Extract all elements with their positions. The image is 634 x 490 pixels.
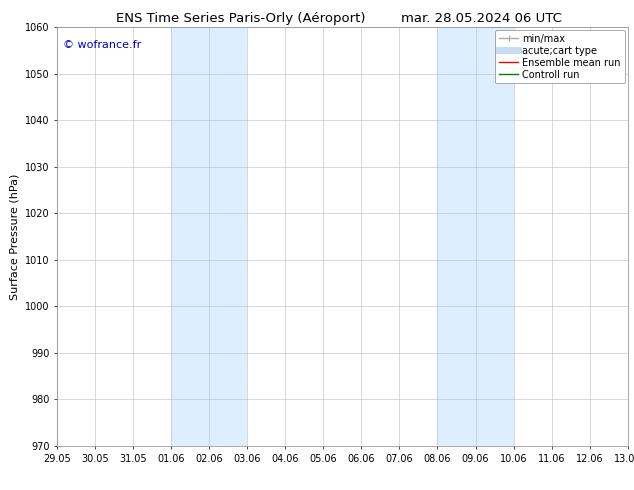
Text: ENS Time Series Paris-Orly (Aéroport): ENS Time Series Paris-Orly (Aéroport) — [116, 12, 366, 25]
Text: mar. 28.05.2024 06 UTC: mar. 28.05.2024 06 UTC — [401, 12, 562, 25]
Bar — [437, 27, 514, 446]
Y-axis label: Surface Pressure (hPa): Surface Pressure (hPa) — [10, 173, 19, 299]
Legend: min/max, acute;cart type, Ensemble mean run, Controll run: min/max, acute;cart type, Ensemble mean … — [495, 30, 624, 83]
Bar — [171, 27, 247, 446]
Text: © wofrance.fr: © wofrance.fr — [63, 40, 141, 49]
